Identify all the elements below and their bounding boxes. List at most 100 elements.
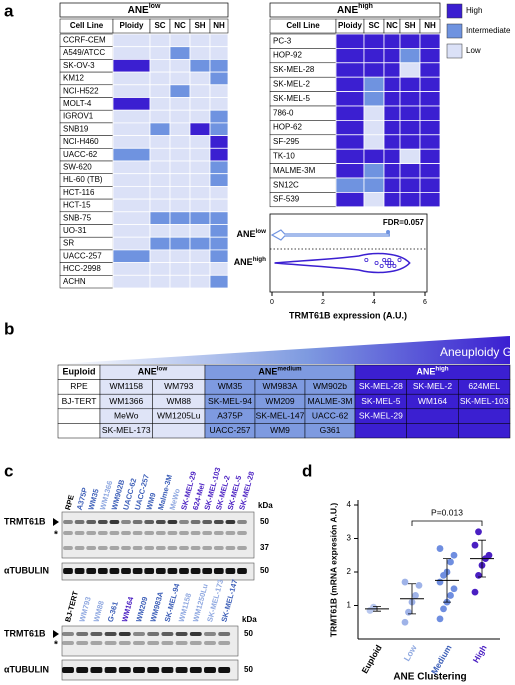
lane-label: G-361 — [106, 601, 120, 623]
heat-cell — [169, 236, 191, 251]
cell-line: WM983A — [263, 381, 298, 391]
point — [415, 582, 423, 589]
cell-line: SK-MEL-28 — [359, 381, 403, 391]
band — [104, 632, 117, 636]
heat-cell — [149, 185, 171, 200]
heat-cell — [335, 62, 365, 78]
row-label: TRMT61B — [4, 516, 46, 526]
legend-swatch — [446, 3, 463, 19]
heat-cell — [383, 134, 401, 150]
band — [213, 546, 224, 550]
band — [225, 546, 236, 550]
band — [190, 531, 201, 535]
point — [471, 588, 479, 596]
x-tick-label: High — [471, 643, 489, 664]
heat-cell — [189, 33, 211, 48]
y-axis-label: TRMT61B (mRNA expresión A.U.) — [328, 503, 338, 638]
band — [218, 641, 231, 645]
heat-cell — [149, 109, 171, 124]
legend-label: Low — [466, 46, 481, 55]
annotation: P=0.013 — [431, 507, 463, 517]
heat-cell — [149, 33, 171, 48]
legend-swatch — [446, 43, 463, 59]
heat-cell — [335, 76, 365, 92]
column-header: SC — [154, 21, 165, 30]
heat-cell — [149, 211, 171, 225]
cell-line: SK-MEL-173 — [102, 425, 151, 435]
heat-cell — [383, 91, 401, 107]
cell-line: BJ-TERT — [62, 396, 97, 406]
cell-line: SF-539 — [273, 195, 300, 204]
heat-cell — [149, 224, 171, 238]
row-label: αTUBULIN — [4, 664, 49, 674]
band — [132, 546, 143, 550]
cell-line: UO-31 — [63, 226, 87, 235]
band — [109, 546, 120, 550]
cell-line: CCRF-CEM — [63, 35, 106, 44]
heat-cell — [209, 46, 229, 60]
heat-cell — [399, 148, 421, 164]
y-tick-label: 2 — [347, 567, 352, 576]
x-axis-label: ANE Clustering — [393, 672, 466, 683]
point — [397, 257, 402, 262]
heat-cell — [112, 274, 151, 289]
point — [374, 260, 379, 265]
band — [144, 546, 155, 550]
x-tick-label: 2 — [321, 299, 325, 306]
cell-line: TK-10 — [273, 152, 295, 161]
cell-line: WM1158 — [110, 381, 144, 391]
band — [76, 667, 89, 673]
heat-cell — [189, 236, 211, 251]
lane-label: WM793 — [77, 596, 92, 623]
kda-marker: 50 — [260, 566, 269, 575]
x-tick-label: Euploid — [359, 643, 383, 675]
heat-cell — [419, 177, 441, 193]
band — [213, 520, 224, 524]
error-bar — [478, 539, 486, 578]
label-base: ANE — [337, 5, 358, 16]
heat-cell — [363, 177, 385, 193]
group-cell — [406, 423, 459, 439]
band — [97, 546, 108, 550]
heat-cell — [149, 249, 171, 263]
band — [175, 667, 188, 673]
heat-cell — [399, 191, 421, 208]
band — [202, 531, 213, 535]
heat-cell — [112, 135, 151, 149]
heat-cell — [149, 262, 171, 276]
point — [447, 592, 454, 599]
heat-cell — [169, 122, 191, 137]
band — [179, 546, 189, 550]
cell-line: UACC-257 — [209, 425, 250, 435]
heat-cell — [383, 177, 401, 193]
cell-line: KM12 — [63, 74, 84, 83]
grade-triangle — [58, 336, 510, 364]
y-tick-label: 3 — [347, 534, 352, 543]
band — [144, 568, 155, 574]
heat-cell — [335, 120, 365, 136]
heat-cell — [169, 71, 191, 86]
heat-cell — [419, 134, 441, 150]
heat-cell — [419, 120, 441, 136]
group-cell — [406, 408, 459, 424]
label-base: ANE — [416, 367, 435, 377]
point — [387, 263, 392, 268]
heat-cell — [189, 224, 211, 238]
band — [74, 531, 85, 535]
group-label: ANEhigh — [234, 256, 266, 267]
point — [401, 578, 409, 586]
cell-line: SK-MEL-2 — [413, 381, 452, 391]
band — [132, 520, 143, 524]
cell-line: SK-MEL-5 — [361, 396, 400, 406]
heat-cell — [209, 274, 229, 289]
grade-label: Aneuploidy Grade — [440, 345, 515, 359]
violin-shape — [270, 229, 390, 241]
heat-cell — [363, 163, 385, 179]
heat-cell — [189, 185, 211, 200]
heat-cell — [209, 147, 229, 162]
cell-line: UACC-62 — [312, 410, 349, 420]
group-cell — [458, 408, 511, 424]
kda-marker: 50 — [244, 629, 253, 638]
cell-line: UACC-62 — [63, 150, 98, 159]
heat-cell — [149, 147, 171, 162]
